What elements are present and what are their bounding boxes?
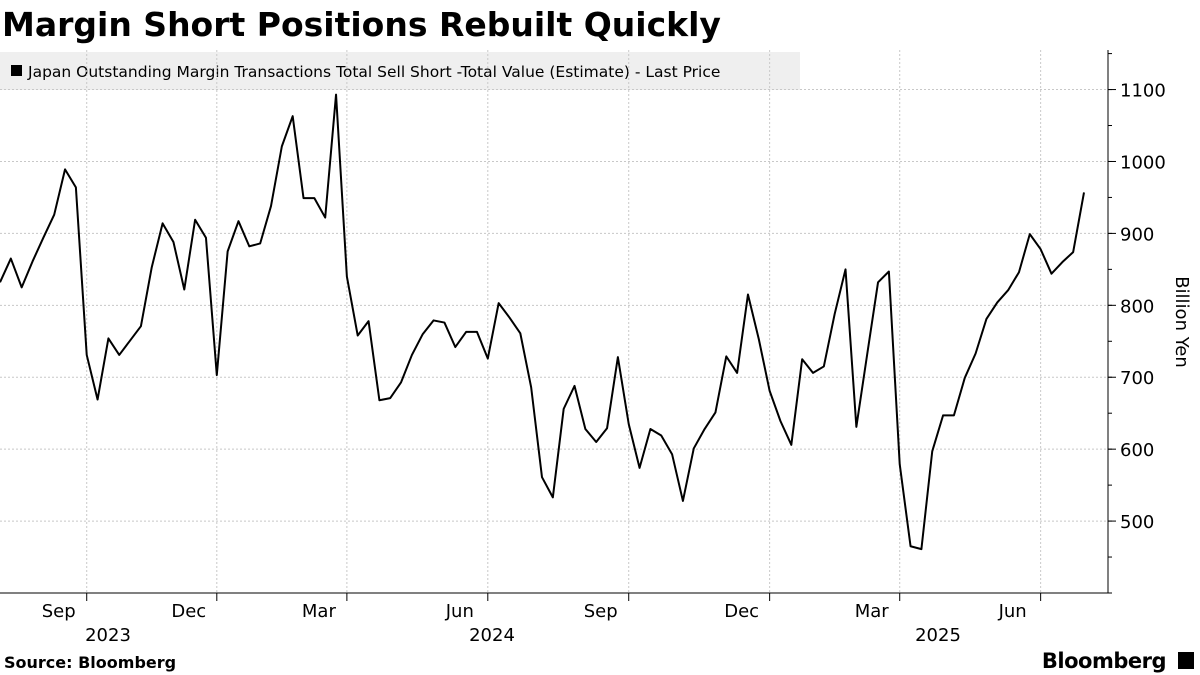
x-tick-label: Sep <box>584 601 618 622</box>
x-tick-label: Dec <box>171 601 206 622</box>
y-tick-label: 700 <box>1120 368 1154 389</box>
x-group-label: 2023 <box>85 625 131 646</box>
y-tick-label: 900 <box>1120 224 1154 245</box>
x-tick-label: Dec <box>724 601 759 622</box>
x-tick-label: Mar <box>302 601 337 622</box>
legend-swatch <box>11 65 22 76</box>
x-group-label: 2024 <box>469 625 515 646</box>
y-axis-label: Billion Yen <box>1171 276 1192 368</box>
x-tick-label: Jun <box>998 601 1027 622</box>
brand-icon <box>1178 652 1194 669</box>
legend-label: Japan Outstanding Margin Transactions To… <box>27 63 720 81</box>
x-tick-label: Mar <box>855 601 890 622</box>
y-tick-label: 800 <box>1120 296 1154 317</box>
y-tick-label: 1100 <box>1120 81 1166 102</box>
chart-title: Margin Short Positions Rebuilt Quickly <box>2 5 721 44</box>
brand: Bloomberg <box>1042 649 1166 673</box>
line-series <box>0 93 1085 551</box>
y-tick-label: 1000 <box>1120 152 1166 173</box>
x-tick-label: Sep <box>42 601 76 622</box>
legend-box <box>0 52 800 90</box>
y-tick-label: 600 <box>1120 440 1154 461</box>
source: Source: Bloomberg <box>4 653 176 672</box>
x-tick-label: Jun <box>445 601 474 622</box>
x-group-label: 2025 <box>915 625 961 646</box>
y-tick-label: 500 <box>1120 512 1154 533</box>
